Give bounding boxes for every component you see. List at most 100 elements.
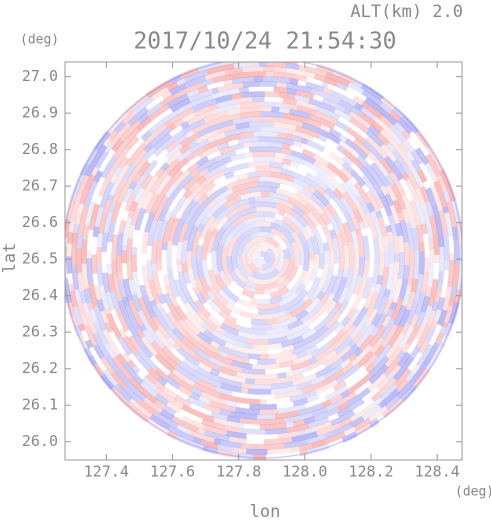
radar-cell (164, 119, 174, 129)
radar-cell (121, 351, 132, 363)
radar-cell (233, 232, 248, 249)
radar-cell (157, 293, 167, 305)
radar-cell (306, 324, 330, 344)
radar-cell (411, 227, 420, 252)
radar-cell (152, 132, 173, 151)
radar-cell (301, 212, 316, 230)
radar-cell (256, 252, 267, 265)
radar-cell (301, 148, 316, 159)
radar-cell (101, 272, 111, 294)
radar-cell (323, 192, 333, 202)
radar-cell (188, 138, 210, 154)
radar-cell (100, 155, 118, 179)
radar-cell (217, 449, 226, 456)
radar-cell (158, 219, 169, 240)
radar-cell (368, 363, 389, 385)
radar-cell (270, 380, 294, 390)
radar-cell (193, 197, 212, 219)
radar-cell (154, 329, 174, 351)
radar-cell (286, 264, 299, 283)
radar-cell (98, 284, 106, 294)
radar-cell (280, 335, 304, 348)
radar-cell (397, 212, 405, 222)
radar-cell (318, 90, 328, 99)
radar-cell (342, 221, 354, 243)
radar-cell (280, 278, 304, 301)
radar-cell (191, 255, 200, 280)
radar-cell (311, 420, 333, 433)
radar-cell (201, 439, 219, 450)
radar-cell (255, 211, 277, 219)
radar-cell (304, 427, 314, 435)
radar-cell (134, 335, 154, 359)
radar-cell (257, 136, 275, 143)
radar-cell (401, 285, 412, 307)
radar-cell (125, 93, 149, 115)
radar-cell (405, 371, 416, 382)
radar-cell (339, 196, 356, 218)
radar-cell (235, 121, 250, 130)
radar-cell (255, 221, 272, 228)
radar-cell (264, 91, 279, 98)
radar-cell (140, 174, 159, 200)
radar-cell (147, 319, 159, 333)
radar-cell (204, 70, 226, 81)
radar-cell (365, 212, 378, 239)
radar-cell (218, 270, 228, 282)
radar-cell (125, 135, 140, 151)
radar-cell (176, 247, 183, 259)
radar-cell (353, 181, 371, 205)
radar-cell (301, 229, 311, 241)
radar-cell (285, 212, 307, 233)
radar-cell (319, 112, 337, 125)
radar-cell (286, 196, 311, 216)
radar-cell (342, 270, 349, 279)
radar-cell (206, 290, 216, 301)
radar-cell (182, 272, 191, 285)
radar-cell (339, 72, 357, 85)
radar-cell (236, 297, 258, 310)
radar-cell (132, 173, 142, 184)
radar-cell (271, 106, 280, 113)
radar-cell (207, 132, 226, 144)
radar-cell (337, 98, 363, 117)
radar-cell (114, 306, 130, 333)
radar-cell (107, 130, 118, 142)
radar-cell (362, 260, 370, 276)
radar-cell (289, 298, 314, 318)
radar-cell (90, 166, 100, 177)
radar-cell (198, 287, 211, 302)
radar-cell (122, 385, 142, 404)
radar-cell (214, 94, 233, 104)
radar-cell (163, 375, 182, 390)
radar-cell (294, 94, 310, 104)
radar-cell (98, 211, 109, 235)
radar-cell (206, 236, 216, 254)
radar-cell (274, 388, 303, 400)
radar-cell (231, 338, 246, 348)
radar-cell (377, 252, 385, 276)
radar-cell (291, 431, 319, 443)
radar-cell (215, 149, 237, 162)
radar-cell (360, 174, 380, 199)
radar-cell (158, 307, 176, 331)
radar-cell (131, 254, 138, 273)
radar-cell (309, 299, 332, 323)
radar-cell (425, 145, 444, 172)
radar-cell (256, 301, 282, 310)
radar-cell (128, 334, 141, 351)
radar-cell (344, 274, 359, 302)
radar-cell (344, 138, 369, 160)
radar-cell (410, 149, 424, 166)
radar-cell (126, 261, 134, 281)
radar-cell (347, 340, 356, 349)
radar-cell (267, 335, 289, 345)
radar-cell (155, 399, 166, 410)
radar-cell (243, 216, 266, 226)
radar-cell (220, 439, 243, 449)
radar-cell (138, 323, 147, 333)
radar-cell (270, 385, 297, 395)
radar-cell (141, 265, 148, 276)
radar-cell (377, 191, 393, 217)
radar-cell (246, 126, 262, 133)
